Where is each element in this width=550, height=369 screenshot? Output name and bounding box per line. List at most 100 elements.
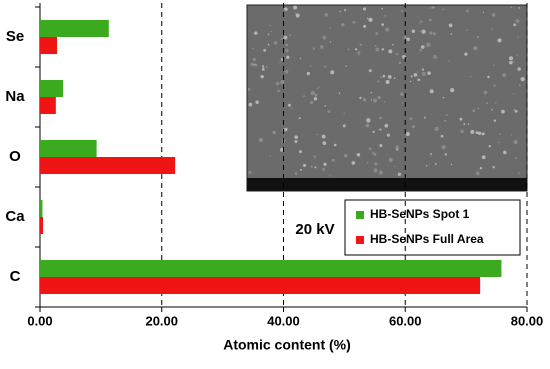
sem-particle (434, 163, 437, 165)
sem-particle (324, 105, 327, 107)
sem-particle (416, 71, 419, 73)
sem-particle (298, 117, 301, 120)
sem-particle (316, 87, 319, 90)
sem-particle (419, 30, 421, 32)
x-tick-label: 60.00 (389, 313, 422, 328)
sem-particle (517, 67, 521, 71)
sem-particle (396, 148, 399, 151)
sem-particle (302, 163, 307, 167)
sem-particle (487, 75, 490, 79)
sem-particle (313, 155, 317, 158)
sem-particle (411, 29, 416, 33)
bar (40, 277, 481, 294)
sem-particle (491, 108, 493, 111)
sem-particle (270, 30, 273, 33)
sem-particle (343, 112, 345, 115)
sem-particle (481, 132, 485, 136)
sem-particle (247, 87, 251, 91)
sem-particle (419, 20, 423, 23)
sem-particle (503, 150, 507, 155)
sem-particle (362, 7, 367, 11)
sem-particle (363, 24, 367, 28)
sem-particle (427, 71, 431, 75)
sem-particle (306, 71, 311, 76)
sem-particle (448, 23, 453, 28)
sem-particle (400, 9, 404, 13)
sem-particle (359, 43, 362, 46)
sem-particle (333, 143, 337, 147)
sem-particle (255, 100, 259, 105)
sem-particle (397, 172, 402, 176)
sem-particle (316, 133, 318, 136)
sem-particle (344, 9, 347, 12)
sem-particle (248, 170, 252, 174)
sem-particle (469, 75, 472, 78)
sem-particle (429, 31, 433, 35)
sem-particle (417, 78, 421, 82)
sem-particle (329, 41, 332, 43)
sem-particle (299, 150, 302, 154)
sem-particle (515, 157, 518, 159)
sem-particle (493, 84, 496, 87)
sem-particle (339, 10, 341, 13)
sem-info-bar (247, 178, 527, 191)
sem-particle (463, 123, 466, 126)
sem-particle (513, 108, 516, 112)
sem-particle (419, 48, 423, 52)
sem-particle (280, 38, 283, 41)
bar (40, 140, 97, 157)
sem-particle (464, 52, 468, 56)
sem-particle (288, 34, 292, 37)
sem-particle (445, 113, 448, 117)
sem-particle (491, 28, 493, 30)
sem-particle (258, 137, 264, 143)
y-tick-label: Na (5, 88, 25, 105)
legend-label: HB-SeNPs Full Area (370, 232, 484, 246)
sem-particle (356, 153, 361, 157)
sem-particle (477, 131, 482, 135)
sem-particle (375, 32, 379, 35)
sem-particle (384, 14, 387, 17)
sem-particle (303, 95, 306, 98)
sem-particle (347, 48, 350, 51)
sem-particle (399, 61, 401, 64)
sem-particle (327, 110, 331, 114)
sem-particle (421, 29, 426, 34)
sem-particle (375, 47, 380, 52)
sem-particle (280, 147, 284, 152)
inset-image (246, 4, 528, 192)
sem-particle (374, 44, 377, 47)
legend-label: HB-SeNPs Spot 1 (370, 207, 470, 221)
sem-particle (495, 102, 497, 104)
sem-particle (267, 33, 270, 36)
bar (40, 37, 58, 54)
sem-particle (373, 168, 378, 173)
sem-particle (421, 72, 426, 76)
sem-particle (343, 153, 348, 158)
sem-particle (261, 65, 265, 68)
sem-particle (314, 166, 317, 169)
sem-particle (283, 35, 288, 40)
sem-particle (513, 23, 517, 27)
sem-particle (383, 100, 386, 103)
sem-particle (483, 90, 488, 95)
sem-particle (250, 62, 254, 67)
sem-particle (396, 53, 399, 56)
sem-particle (366, 17, 369, 20)
sem-particle (254, 31, 258, 35)
sem-particle (429, 153, 432, 156)
annotation: 20 kV (295, 221, 334, 238)
sem-particle (473, 46, 478, 51)
sem-particle (444, 120, 446, 122)
sem-particle (381, 23, 385, 26)
bar (40, 200, 43, 217)
sem-particle (516, 54, 519, 57)
sem-particle (385, 80, 390, 85)
sem-particle (379, 116, 382, 120)
sem-particle (309, 101, 314, 105)
sem-particle (294, 172, 298, 175)
sem-particle (370, 99, 372, 101)
sem-particle (442, 8, 445, 11)
sem-particle (338, 92, 341, 94)
bar (40, 80, 64, 97)
